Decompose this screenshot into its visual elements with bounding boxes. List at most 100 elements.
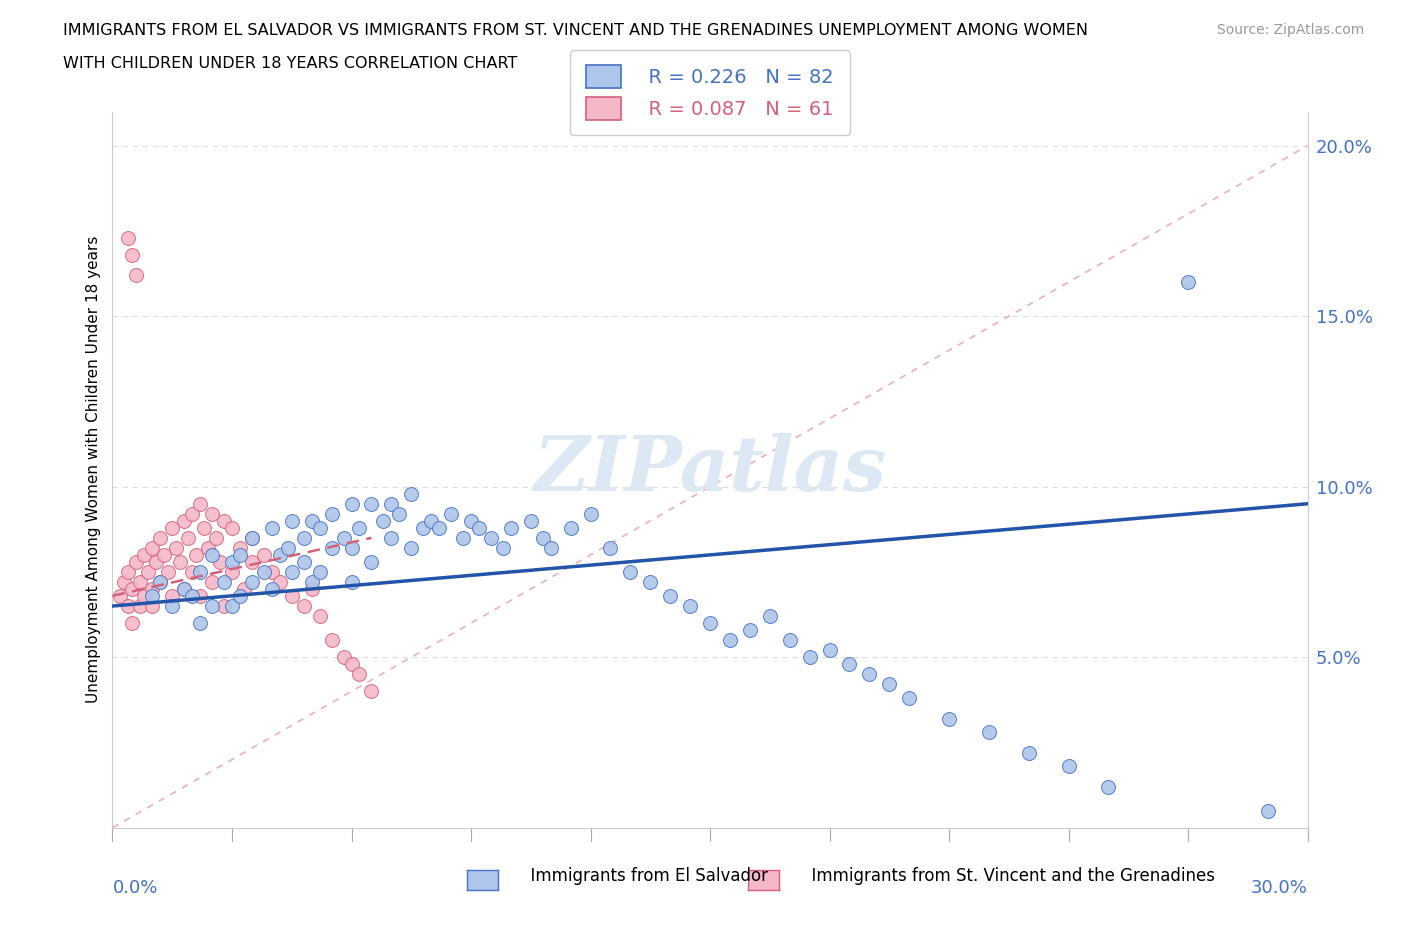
Point (162, 520, 183, 535)
Point (149, 575, 172, 590)
Point (340, 657, 363, 671)
Point (197, 540, 219, 555)
Point (427, 520, 450, 535)
Point (640, 575, 662, 590)
Point (173, 581, 195, 596)
Point (420, 513, 443, 528)
Point (162, 589, 183, 604)
Point (531, 530, 554, 545)
Point (212, 599, 235, 614)
Point (117, 231, 139, 246)
Point (181, 507, 204, 522)
Point (679, 599, 702, 614)
Point (619, 565, 641, 579)
Point (240, 530, 263, 545)
Point (292, 554, 315, 569)
Point (308, 520, 330, 535)
Point (718, 632, 741, 647)
Point (380, 497, 402, 512)
Text: 30.0%: 30.0% (1251, 879, 1308, 897)
Point (281, 565, 304, 579)
Point (360, 497, 382, 512)
Point (412, 520, 434, 535)
Point (125, 554, 148, 569)
Text: Immigrants from El Salvador: Immigrants from El Salvador (499, 867, 768, 885)
Point (260, 565, 283, 579)
Point (332, 650, 354, 665)
Point (799, 650, 821, 665)
Point (209, 554, 232, 569)
Point (388, 507, 411, 522)
Point (738, 622, 761, 637)
Point (1057, 759, 1080, 774)
Point (233, 581, 256, 596)
Point (165, 540, 187, 555)
Point (121, 616, 143, 631)
Point (117, 565, 139, 579)
Point (201, 575, 224, 590)
Point (451, 530, 474, 545)
Point (181, 589, 204, 604)
Point (110, 589, 132, 604)
Point (1257, 804, 1279, 818)
Point (212, 513, 235, 528)
Point (114, 575, 135, 590)
Point (401, 486, 423, 501)
Point (134, 548, 156, 563)
Point (360, 554, 382, 569)
Point (321, 540, 343, 555)
Point (560, 520, 582, 535)
Point (492, 540, 515, 555)
Point (340, 497, 363, 512)
Point (301, 581, 323, 596)
Point (117, 599, 139, 614)
Point (253, 565, 276, 579)
Point (499, 520, 522, 535)
Point (188, 565, 211, 579)
Point (129, 575, 152, 590)
Point (240, 530, 263, 545)
Point (201, 507, 224, 522)
Point (277, 540, 299, 555)
Point (188, 589, 211, 604)
Point (292, 530, 315, 545)
Point (281, 589, 304, 604)
Point (340, 540, 363, 555)
Point (121, 247, 143, 262)
Point (1177, 274, 1199, 289)
Point (141, 599, 163, 614)
Point (201, 548, 224, 563)
Point (149, 530, 172, 545)
Point (193, 520, 215, 535)
Point (201, 599, 224, 614)
Point (205, 530, 228, 545)
Point (269, 548, 291, 563)
Point (540, 540, 562, 555)
Point (221, 565, 243, 579)
Point (177, 530, 200, 545)
Point (253, 548, 276, 563)
Point (759, 609, 782, 624)
Point (212, 575, 235, 590)
Point (181, 565, 204, 579)
Text: 0.0%: 0.0% (112, 879, 157, 897)
Point (240, 575, 263, 590)
Point (898, 691, 921, 706)
Point (779, 632, 801, 647)
Point (301, 575, 323, 590)
Point (173, 581, 195, 596)
Point (468, 520, 491, 535)
Point (308, 565, 330, 579)
Point (292, 599, 315, 614)
Point (141, 589, 163, 604)
Point (838, 657, 860, 671)
Point (440, 507, 463, 522)
Point (599, 540, 621, 555)
Text: Immigrants from St. Vincent and the Grenadines: Immigrants from St. Vincent and the Gren… (780, 867, 1215, 885)
Point (157, 565, 180, 579)
Point (520, 513, 543, 528)
Point (659, 589, 682, 604)
Point (579, 507, 602, 522)
Point (699, 616, 721, 631)
Text: Source: ZipAtlas.com: Source: ZipAtlas.com (1216, 23, 1364, 37)
